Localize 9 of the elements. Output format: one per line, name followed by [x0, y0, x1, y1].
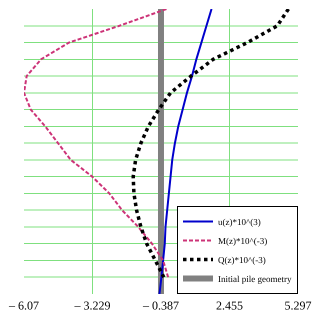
x-tick-label: – 0.387	[142, 298, 179, 312]
legend-label: u(z)*10^(3)	[218, 217, 261, 228]
x-tick-label: 5.297	[284, 298, 312, 312]
legend-label: M(z)*10^(-3)	[218, 236, 268, 246]
x-tick-label: – 3.229	[73, 298, 110, 312]
x-tick-label: 2.455	[216, 298, 243, 312]
x-tick-label: – 6.07	[8, 298, 39, 312]
legend-label: Q(z)*10^(-3)	[218, 255, 266, 266]
legend-label: Initial pile geometry	[218, 274, 292, 284]
